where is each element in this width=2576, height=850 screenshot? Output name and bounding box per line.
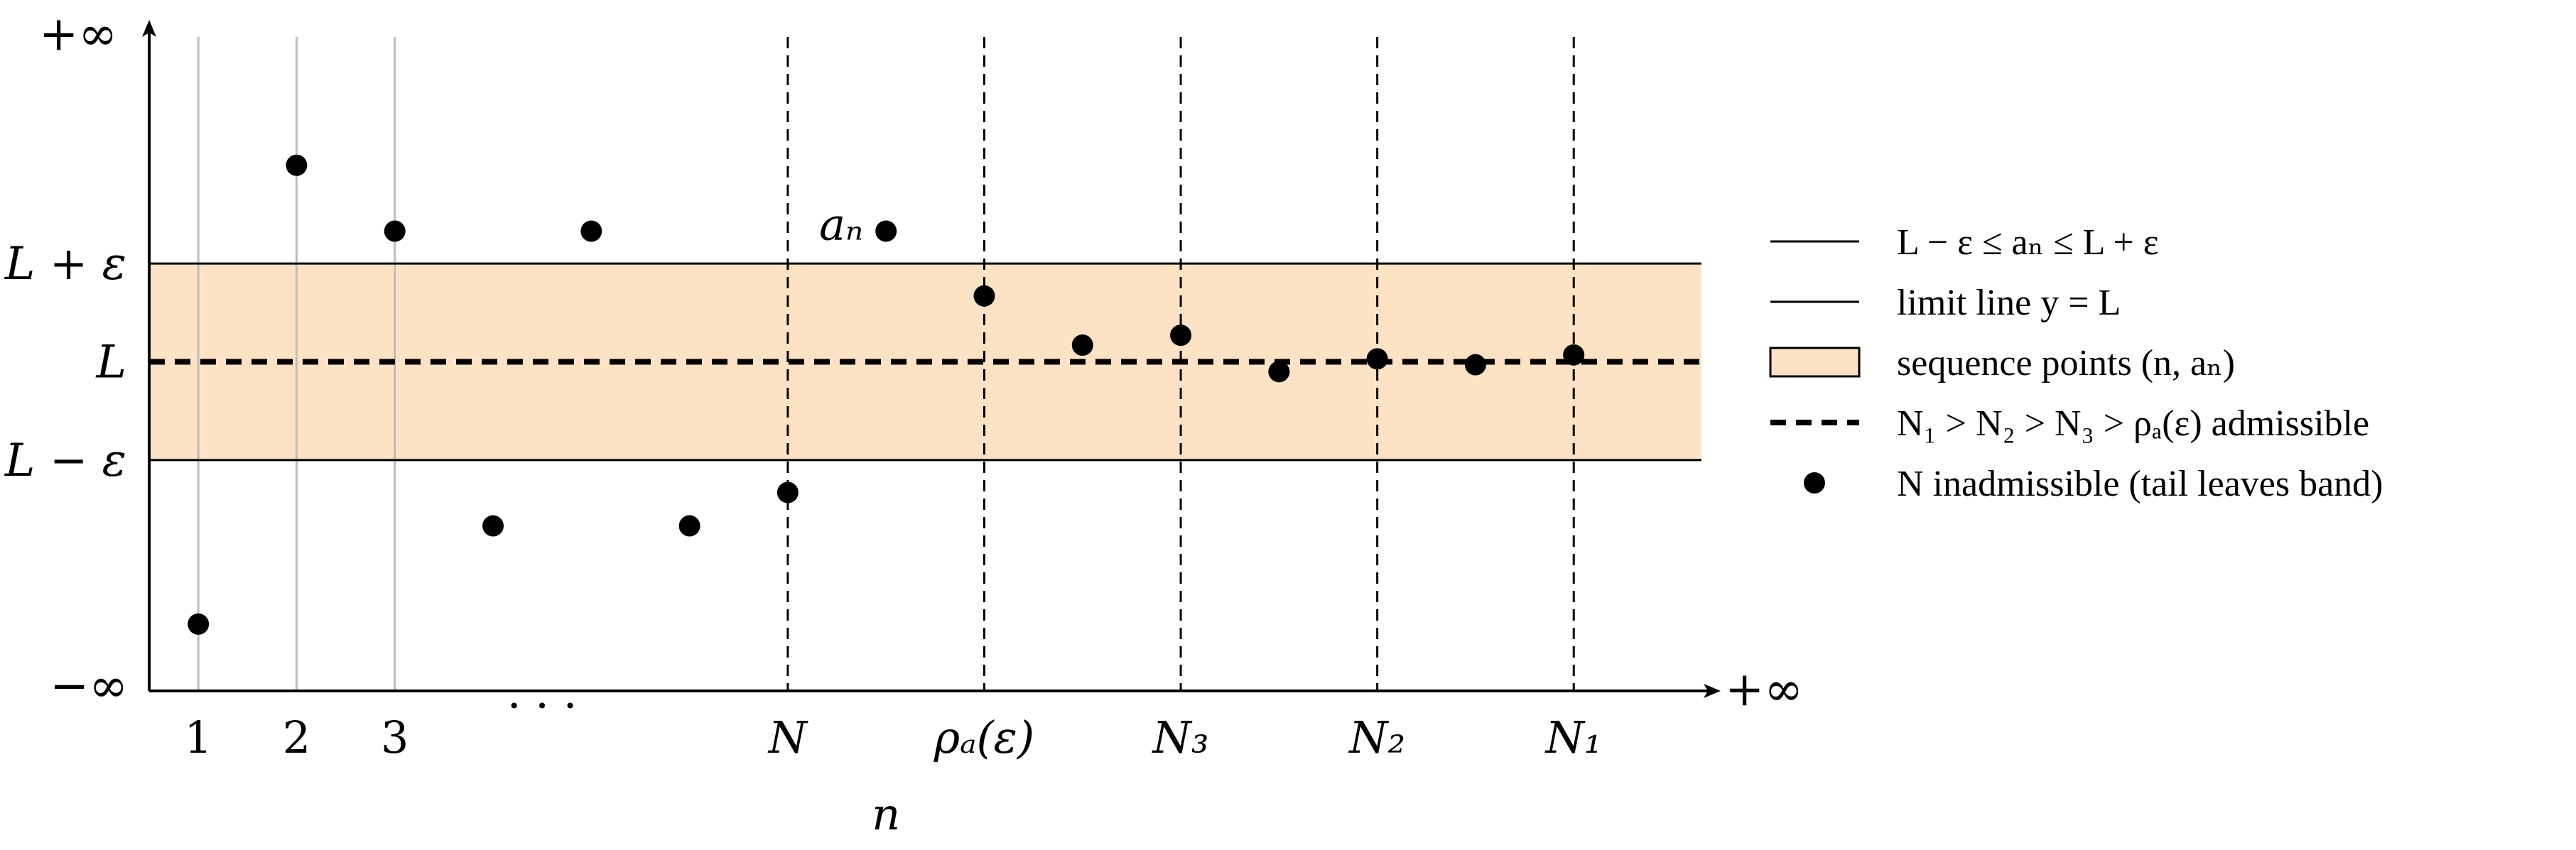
sequence-point (1366, 348, 1388, 370)
sequence-point (776, 481, 799, 503)
legend-band-symbol (1769, 347, 1861, 378)
x-axis-label: n (872, 788, 900, 840)
x-tick-label: 3 (381, 712, 408, 763)
plot-area: +∞ −∞ L + ε L L − ε +∞ 1 2 3 · · · N ρₐ(ε) N₃ N₂ N₁ n aₙ (4, 6, 1803, 840)
sequence-point (678, 515, 700, 537)
x-tick-label: ρₐ(ε) (933, 712, 1034, 763)
sequence-point (188, 613, 210, 635)
x-axis-arrow (1704, 684, 1721, 698)
sequence-point (875, 220, 897, 242)
y-axis-top-label: +∞ (39, 6, 117, 61)
x-tick-label: N₁ (1544, 712, 1602, 763)
y-tick-label: L − ε (4, 435, 126, 487)
legend-label: L − ε ≤ aₙ ≤ L + ε (1897, 222, 2159, 263)
sequence-point (1071, 334, 1093, 356)
x-tick-label: N₂ (1348, 712, 1405, 763)
x-tick-label: 1 (184, 712, 212, 763)
legend-label: N₁ > N₂ > N₃ > ρₐ(ε) admissible (1897, 403, 2369, 444)
x-tick-label: N (767, 712, 809, 763)
sequence-point (482, 515, 504, 537)
sequence-point (580, 220, 602, 242)
sequence-point (1268, 361, 1290, 383)
x-tick-label: · · · (507, 680, 578, 731)
y-tick-label: L + ε (4, 238, 126, 290)
point-annotation: aₙ (819, 198, 863, 250)
legend-label: N inadmissible (tail leaves band) (1897, 464, 2383, 504)
y-axis-arrow (142, 20, 156, 37)
legend-entry: sequence points (n, aₙ) (1769, 343, 2235, 383)
x-axis-right-label: +∞ (1725, 662, 1803, 716)
legend-entry: N inadmissible (tail leaves band) (1804, 464, 2383, 504)
sequence-point (1170, 325, 1192, 347)
x-tick-label: 2 (283, 712, 310, 763)
legend: L − ε ≤ aₙ ≤ L + ε limit line y = L sequen… (1769, 222, 2383, 504)
y-axis-bottom-label: −∞ (50, 658, 128, 713)
y-tick-label: L (96, 337, 127, 389)
sequence-point (384, 220, 406, 242)
legend-entry: limit line y = L (1770, 283, 2121, 323)
legend-entry: N₁ > N₂ > N₃ > ρₐ(ε) admissible (1770, 403, 2369, 444)
legend-label: limit line y = L (1897, 283, 2121, 323)
sequence-point (973, 285, 995, 307)
legend-dot-symbol (1804, 472, 1825, 494)
legend-entry: L − ε ≤ aₙ ≤ L + ε (1770, 222, 2159, 263)
sequence-point (1563, 344, 1585, 366)
sequence-point (286, 154, 308, 176)
x-tick-label: N₃ (1152, 712, 1209, 763)
sequence-point (1464, 354, 1486, 376)
legend-label: sequence points (n, aₙ) (1897, 343, 2235, 383)
